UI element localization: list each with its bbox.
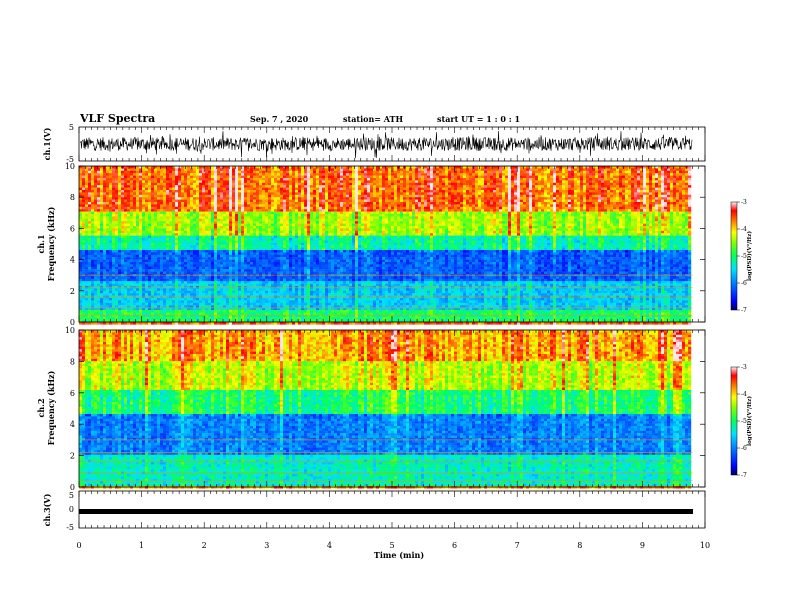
ch1-spec-ytick-4: 4 — [70, 256, 75, 265]
ch3-ytick-mid: 0 — [69, 505, 74, 514]
ch1-spec-ytick-8: 8 — [70, 193, 75, 202]
ch1-colorbar: -3-4-5-6-7 log(PSD)(V²/Hz) — [731, 199, 753, 314]
ch3-waveform-trace — [79, 509, 693, 514]
ch2-cbtick--3: -3 — [741, 364, 747, 371]
ch1-cbtick--7: -7 — [741, 307, 747, 314]
x-tick-10: 10 — [700, 541, 710, 550]
x-tick-0: 0 — [76, 541, 81, 550]
ch2-spec-ytick-8: 8 — [70, 357, 75, 366]
x-tick-3: 3 — [264, 541, 269, 550]
ch2-spec-ytick-2: 2 — [70, 452, 75, 461]
ch1-spec-ylabel-ch: ch.1 — [36, 234, 46, 253]
ch2-cbtick--7: -7 — [741, 472, 747, 479]
x-tick-4: 4 — [327, 541, 332, 550]
ch1-spectrogram — [79, 166, 705, 325]
ch3-ytick-top: 5 — [69, 491, 74, 500]
start-time-label: start UT = 1 : 0 : 1 — [437, 114, 520, 124]
ch2-spec-ylabel-freq: Frequency (kHz) — [46, 370, 56, 445]
ch1-spec-ytick-10: 10 — [65, 162, 75, 171]
ch1-spec-ylabel-freq: Frequency (kHz) — [46, 206, 56, 281]
station-label: station= ATH — [343, 114, 403, 124]
x-tick-2: 2 — [202, 541, 207, 550]
ch2-spec-ytick-4: 4 — [70, 420, 75, 429]
x-tick-9: 9 — [640, 541, 645, 550]
ch3-ylabel: ch.3(V) — [42, 493, 52, 526]
ch3-ytick-bottom: -5 — [66, 523, 74, 532]
ch1-spec-ytick-2: 2 — [70, 287, 75, 296]
ch2-spectrogram — [79, 330, 705, 489]
ch2-colorbar-label: log(PSD)(V²/Hz) — [746, 396, 753, 446]
ch2-spec-ylabel-ch: ch.2 — [36, 398, 46, 417]
ch2-spec-ytick-10: 10 — [65, 326, 75, 335]
x-tick-1: 1 — [139, 541, 144, 550]
x-axis-tick-labels: 0 1 2 3 4 5 6 7 8 9 10 — [76, 541, 710, 550]
figure-title: VLF Spectra — [79, 112, 155, 125]
x-axis-label: Time (min) — [374, 550, 424, 560]
ch1-ytick-top: 5 — [69, 123, 74, 132]
ch2-spec-ytick-6: 6 — [70, 389, 75, 398]
ch1-ylabel: ch.1(V) — [42, 127, 52, 160]
x-tick-7: 7 — [515, 541, 520, 550]
ch1-spec-ytick-6: 6 — [70, 224, 75, 233]
x-tick-8: 8 — [577, 541, 582, 550]
ch2-colorbar: -3-4-5-6-7 log(PSD)(V²/Hz) — [731, 364, 753, 479]
ch1-colorbar-label: log(PSD)(V²/Hz) — [746, 231, 753, 281]
date-label: Sep. 7 , 2020 — [250, 114, 309, 124]
x-tick-5: 5 — [389, 541, 394, 550]
x-tick-6: 6 — [452, 541, 457, 550]
ch1-cbtick--3: -3 — [741, 199, 747, 206]
